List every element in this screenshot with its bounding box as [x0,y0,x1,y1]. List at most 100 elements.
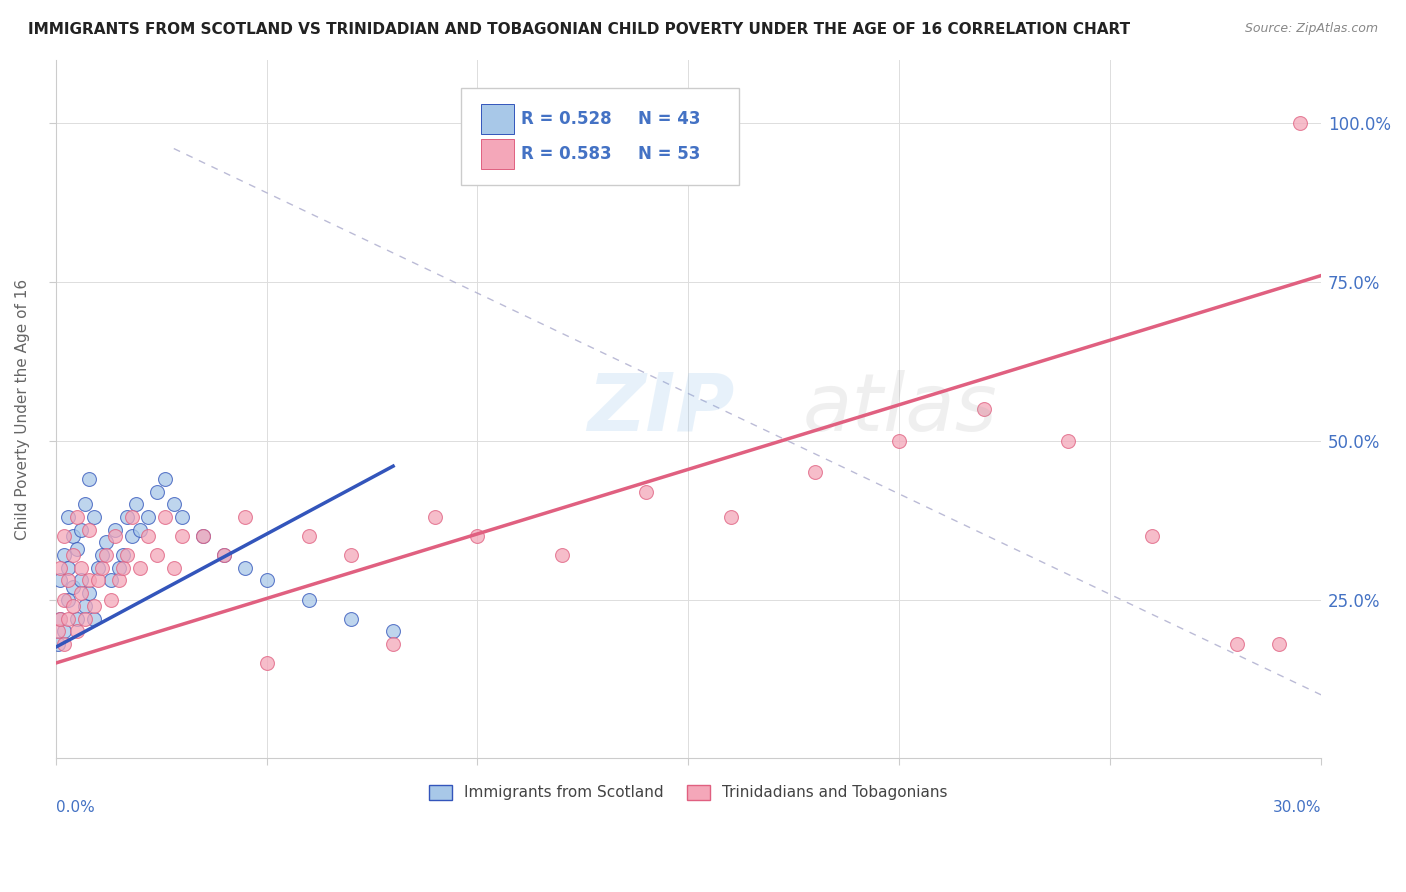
Point [49,611,72,625]
Point [70,561,93,575]
Point [298,592,321,607]
Point [70,574,93,588]
Y-axis label: Child Poverty Under the Age of 16: Child Poverty Under the Age of 16 [15,278,30,540]
Point [256,656,278,670]
Text: ZIP: ZIP [588,370,734,448]
Point [66,611,89,625]
Point [235,561,257,575]
Point [193,529,215,543]
Point [720,510,742,524]
Point [214,548,236,562]
Point [108,561,131,575]
Point [53,624,76,639]
Point [49,561,72,575]
Point [83,510,105,524]
Point [66,510,89,524]
Point [889,434,911,448]
Point [1057,434,1080,448]
FancyBboxPatch shape [481,139,513,169]
Point [117,548,139,562]
Legend: Immigrants from Scotland, Trinidadians and Tobagonians: Immigrants from Scotland, Trinidadians a… [423,779,953,806]
Point [467,529,489,543]
Point [58,611,80,625]
Point [100,574,122,588]
Text: R = 0.583: R = 0.583 [522,145,612,163]
Point [163,497,186,511]
Point [172,510,194,524]
Point [62,548,84,562]
Point [256,574,278,588]
Point [87,561,110,575]
Point [83,599,105,613]
Point [138,529,160,543]
Point [49,574,72,588]
Point [53,548,76,562]
Text: atlas: atlas [803,370,997,448]
Point [70,586,93,600]
Point [58,592,80,607]
Point [235,510,257,524]
Point [83,611,105,625]
Point [75,599,97,613]
Point [58,510,80,524]
Point [973,401,995,416]
Point [75,611,97,625]
Point [91,548,114,562]
Point [340,548,363,562]
Point [108,574,131,588]
Point [62,580,84,594]
Point [125,497,148,511]
Point [104,529,127,543]
Point [96,535,118,549]
Point [53,529,76,543]
Point [804,466,827,480]
Point [636,484,658,499]
Point [112,548,135,562]
Point [53,592,76,607]
Point [46,624,69,639]
Point [1142,529,1164,543]
Point [91,561,114,575]
Point [79,574,101,588]
Point [117,510,139,524]
Point [121,510,143,524]
Point [193,529,215,543]
Point [104,523,127,537]
Text: 30.0%: 30.0% [1272,800,1322,815]
Point [214,548,236,562]
Point [172,529,194,543]
Point [138,510,160,524]
Text: Source: ZipAtlas.com: Source: ZipAtlas.com [1244,22,1378,36]
Point [425,510,447,524]
Point [70,523,93,537]
Point [129,561,152,575]
Point [79,472,101,486]
Point [551,548,574,562]
Point [100,592,122,607]
Point [298,529,321,543]
Point [146,548,169,562]
Point [62,529,84,543]
Point [340,611,363,625]
Point [146,484,169,499]
Point [382,637,405,651]
Point [58,574,80,588]
Point [112,561,135,575]
Point [66,541,89,556]
Point [129,523,152,537]
Point [155,510,177,524]
Text: N = 43: N = 43 [638,110,700,128]
Point [66,624,89,639]
FancyBboxPatch shape [461,87,740,186]
Point [75,497,97,511]
Text: IMMIGRANTS FROM SCOTLAND VS TRINIDADIAN AND TOBAGONIAN CHILD POVERTY UNDER THE A: IMMIGRANTS FROM SCOTLAND VS TRINIDADIAN … [28,22,1130,37]
Point [53,637,76,651]
Point [87,574,110,588]
Point [163,561,186,575]
Point [79,523,101,537]
Point [49,611,72,625]
Point [382,624,405,639]
Text: N = 53: N = 53 [638,145,700,163]
Text: R = 0.528: R = 0.528 [522,110,612,128]
Point [79,586,101,600]
